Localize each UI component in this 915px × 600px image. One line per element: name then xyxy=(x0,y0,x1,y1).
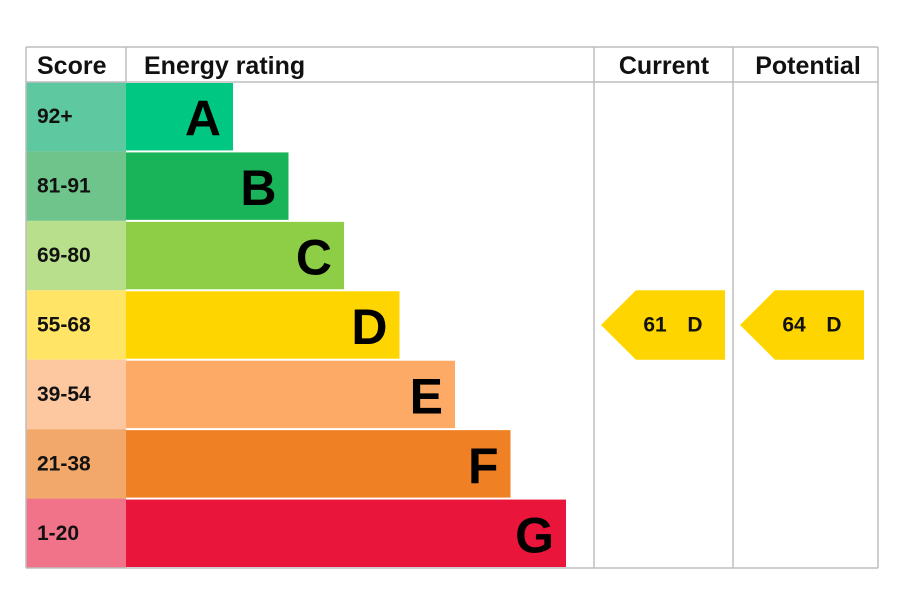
score-label: 69-80 xyxy=(37,244,91,267)
score-cell xyxy=(26,429,126,499)
current-header: Current xyxy=(619,52,710,80)
rating-header: Energy rating xyxy=(144,52,305,80)
score-cell xyxy=(26,290,126,360)
rating-bar xyxy=(126,430,511,498)
score-label: 55-68 xyxy=(37,314,91,337)
current-band: D xyxy=(687,314,702,337)
potential-band: D xyxy=(826,314,841,337)
rating-bar xyxy=(126,152,289,220)
rating-letter: D xyxy=(351,299,387,355)
potential-score: 64 xyxy=(782,314,806,337)
rating-bar xyxy=(126,221,344,290)
score-label: 39-54 xyxy=(37,383,91,406)
score-cell xyxy=(26,359,126,430)
rating-bar xyxy=(126,83,233,151)
rating-letter: A xyxy=(185,91,221,147)
score-cell xyxy=(26,151,126,221)
rating-letter: F xyxy=(468,438,499,494)
score-cell xyxy=(26,220,126,291)
score-label: 92+ xyxy=(37,105,73,128)
score-label: 21-38 xyxy=(37,452,91,475)
score-label: 81-91 xyxy=(37,175,91,198)
score-cell xyxy=(26,82,126,152)
rating-letter: E xyxy=(410,368,443,424)
rating-letter: G xyxy=(515,507,554,563)
rating-letter: C xyxy=(296,230,332,286)
potential-header: Potential xyxy=(755,52,861,80)
score-label: 1-20 xyxy=(37,522,79,545)
current-arrow xyxy=(601,290,725,360)
score-cell xyxy=(26,498,126,568)
current-score: 61 xyxy=(643,314,667,337)
rating-bar xyxy=(126,499,566,567)
rating-bar xyxy=(126,360,455,429)
rating-bar xyxy=(126,291,400,359)
rating-letter: B xyxy=(240,160,276,216)
score-header: Score xyxy=(37,52,107,80)
potential-arrow xyxy=(740,290,864,360)
